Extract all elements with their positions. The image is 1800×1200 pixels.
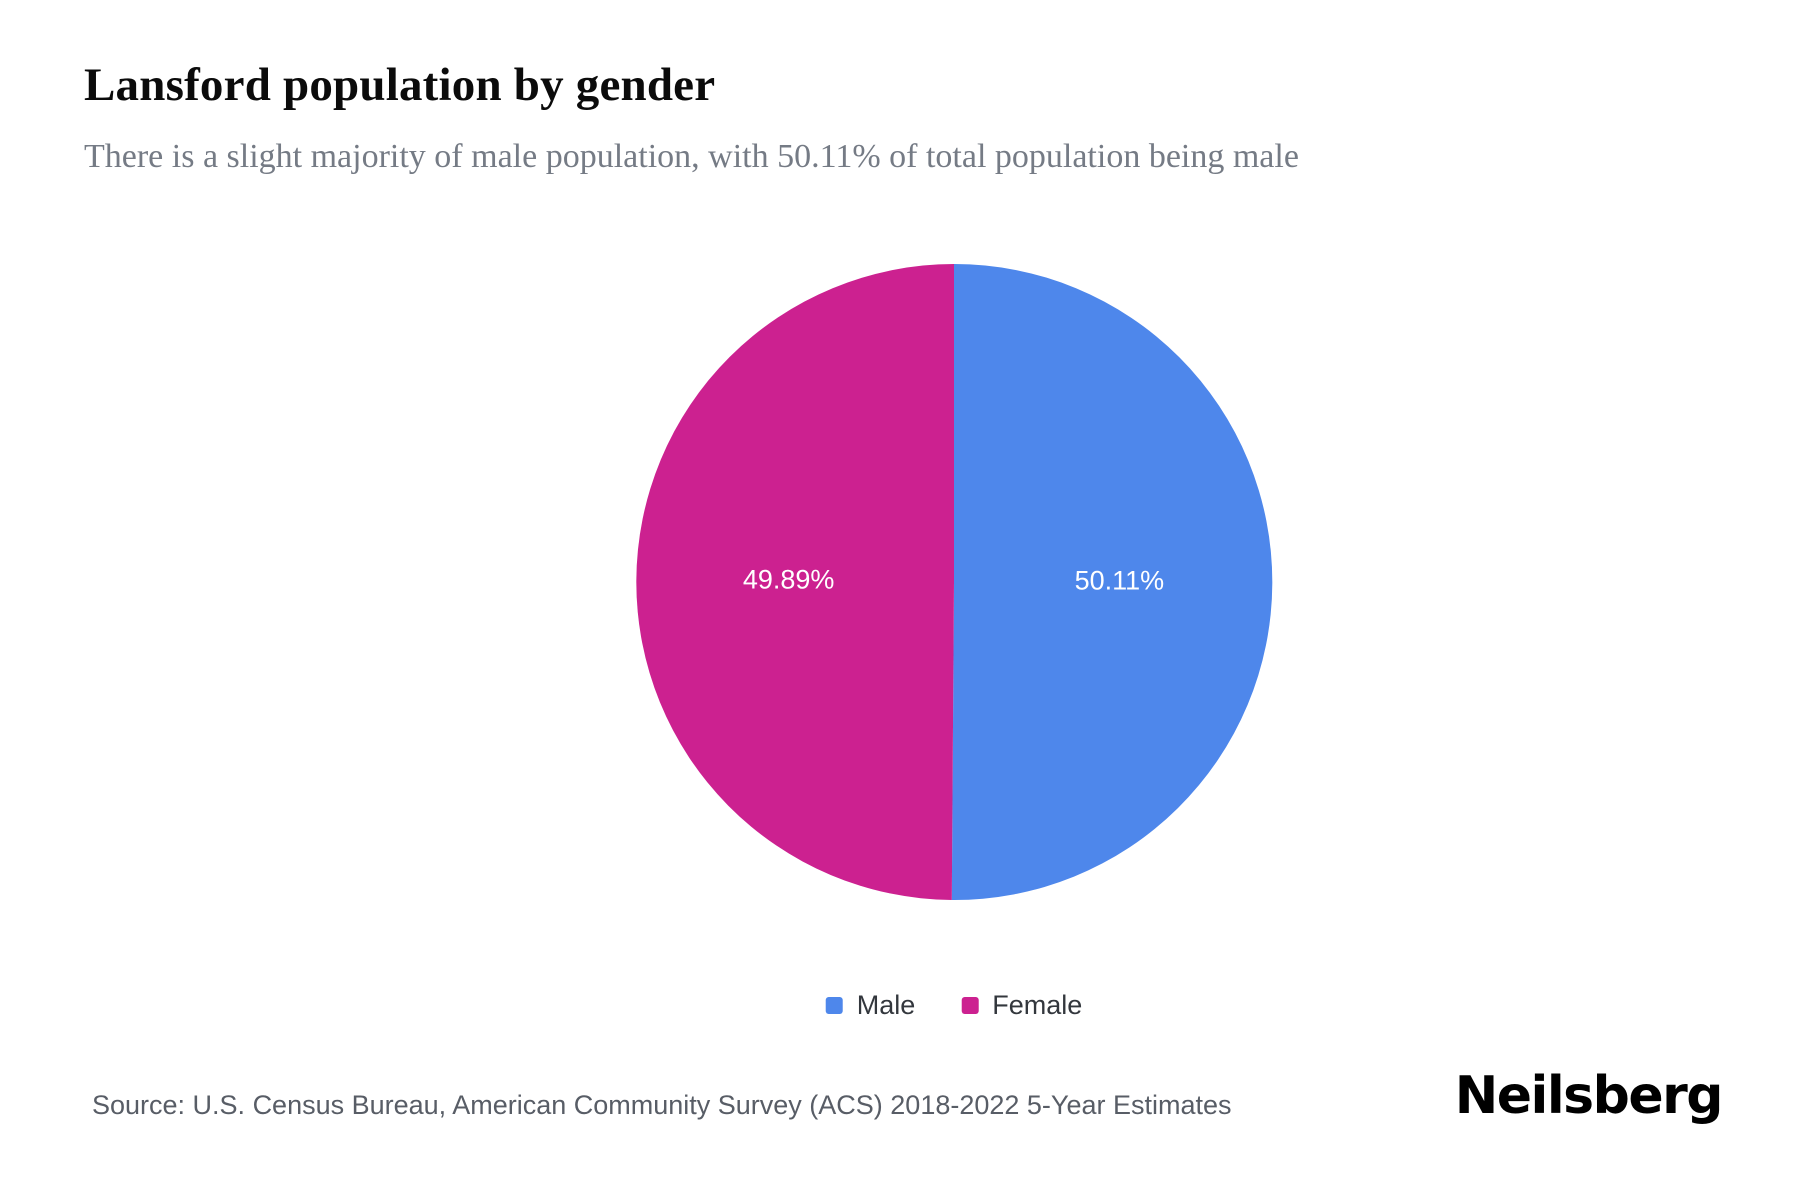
pie-chart-svg: 50.11% 49.89% <box>636 263 1273 900</box>
pie-label-male: 50.11% <box>1075 566 1165 596</box>
pie-label-female: 49.89% <box>743 565 835 595</box>
female-legend-label: Female <box>992 990 1083 1020</box>
legend-item-male[interactable]: Male <box>825 990 916 1021</box>
pie-chart: 50.11% 49.89% <box>634 262 1274 902</box>
pie-slice-female[interactable] <box>636 264 954 900</box>
chart-subtitle: There is a slight majority of male popul… <box>84 138 1299 175</box>
pie-slice-male[interactable] <box>951 263 1273 900</box>
male-legend-swatch <box>825 997 843 1014</box>
legend: Male Female <box>825 990 1082 1021</box>
page-title: Lansford population by gender <box>84 59 716 111</box>
source-note: Source: U.S. Census Bureau, American Com… <box>92 1090 1232 1120</box>
neilsberg-logo: Neilsberg <box>1454 1066 1724 1126</box>
female-legend-swatch <box>961 997 979 1014</box>
legend-item-female[interactable]: Female <box>961 990 1082 1021</box>
male-legend-label: Male <box>856 990 916 1020</box>
